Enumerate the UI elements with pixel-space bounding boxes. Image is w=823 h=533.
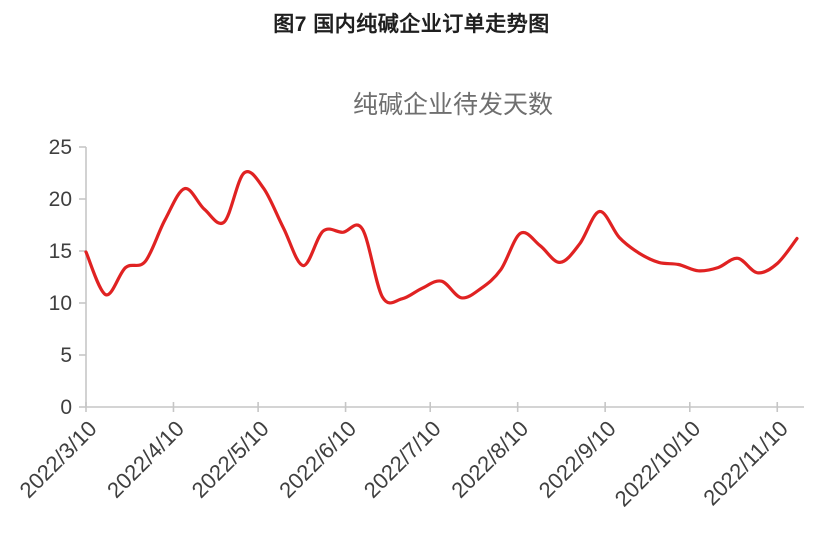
x-axis-tick-label: 2022/5/10: [187, 416, 274, 503]
x-axis-tick-label: 2022/7/10: [359, 416, 446, 503]
y-axis-tick-label: 25: [49, 136, 72, 159]
series-line-soda-ash-pending-days: [84, 170, 799, 305]
y-axis-tick-label: 10: [49, 292, 72, 315]
series-group: [84, 170, 799, 305]
x-axis-tick-label: 2022/4/10: [102, 416, 189, 503]
y-axis-tick-label: 20: [49, 188, 72, 211]
x-axis-tick-label: 2022/11/10: [698, 416, 792, 510]
figure-caption: 图7 国内纯碱企业订单走势图: [273, 13, 550, 36]
y-axis-tick-label: 0: [60, 396, 72, 419]
x-axis-tick-label: 2022/6/10: [274, 416, 361, 503]
y-axis-tick-label: 15: [49, 240, 72, 263]
y-axis-labels: 0 5 10 15 20 25: [49, 136, 72, 419]
x-axis-tick-label: 2022/3/10: [15, 416, 102, 503]
x-axis-tick-label: 2022/8/10: [446, 416, 533, 503]
chart-title: 纯碱企业待发天数: [353, 91, 553, 119]
y-axis-tick-label: 5: [60, 344, 72, 367]
axes: [79, 146, 804, 412]
x-axis-tick-label: 2022/10/10: [610, 416, 706, 512]
x-axis-tick-label: 2022/9/10: [534, 416, 621, 503]
